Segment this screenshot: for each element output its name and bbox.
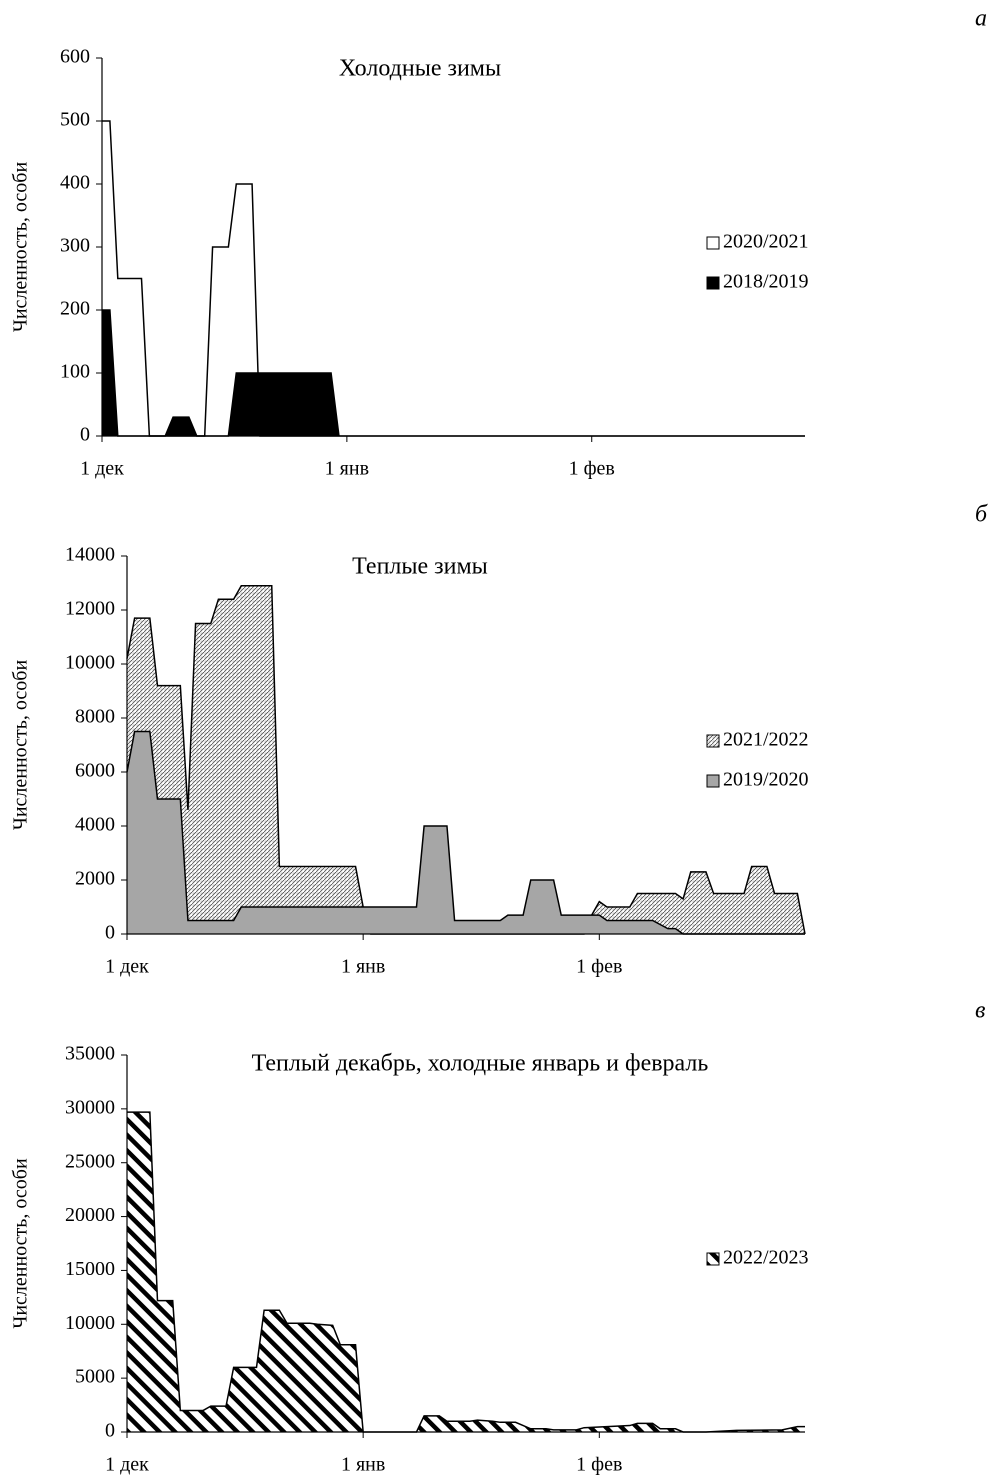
legend-swatch bbox=[706, 236, 720, 250]
area-fill bbox=[127, 585, 805, 934]
panel-label: а bbox=[975, 6, 987, 32]
y-tick-label: 25000 bbox=[65, 1150, 115, 1172]
y-tick-label: 2000 bbox=[75, 868, 115, 890]
area-outline bbox=[102, 120, 805, 437]
y-tick-label: 10000 bbox=[65, 652, 115, 674]
y-tick-label: 100 bbox=[60, 361, 90, 383]
y-tick-label: 6000 bbox=[75, 760, 115, 782]
legend-label: 2019/2020 bbox=[723, 769, 809, 791]
y-tick-label: 10000 bbox=[65, 1312, 115, 1334]
panel-label: б bbox=[975, 502, 988, 528]
x-tick-label: 1 дек bbox=[105, 1454, 149, 1476]
panel-label: в bbox=[975, 998, 985, 1024]
area-outline bbox=[126, 730, 805, 935]
y-axis-label: Численность, особи bbox=[10, 162, 32, 333]
area-outline bbox=[102, 309, 340, 437]
y-tick-label: 0 bbox=[105, 922, 115, 944]
y-tick-label: 0 bbox=[105, 1420, 115, 1442]
legend-label: 2022/2023 bbox=[723, 1247, 809, 1269]
x-tick-label: 1 дек bbox=[80, 458, 124, 480]
y-tick-label: 4000 bbox=[75, 814, 115, 836]
x-tick-label: 1 фев bbox=[576, 1454, 622, 1476]
x-tick-label: 1 янв bbox=[341, 956, 385, 978]
y-axis-label: Численность, особи bbox=[10, 1158, 32, 1329]
legend-label: 2018/2019 bbox=[723, 271, 809, 293]
x-tick-label: 1 дек bbox=[105, 956, 149, 978]
y-tick-label: 20000 bbox=[65, 1204, 115, 1226]
area-fill bbox=[127, 1112, 805, 1432]
y-tick-label: 0 bbox=[80, 424, 90, 446]
y-axis-label: Численность, особи bbox=[10, 660, 32, 831]
y-tick-label: 30000 bbox=[65, 1096, 115, 1118]
y-tick-label: 8000 bbox=[75, 706, 115, 728]
legend-swatch bbox=[706, 734, 720, 748]
legend-label: 2020/2021 bbox=[723, 231, 809, 253]
y-tick-label: 35000 bbox=[65, 1043, 115, 1065]
chart-title: Теплый декабрь, холодные январь и феврал… bbox=[252, 1051, 709, 1077]
legend-label: 2021/2022 bbox=[723, 729, 809, 751]
y-tick-label: 500 bbox=[60, 109, 90, 131]
y-tick-label: 200 bbox=[60, 298, 90, 320]
legend-swatch bbox=[706, 276, 720, 290]
area-fill bbox=[102, 121, 805, 436]
y-tick-label: 600 bbox=[60, 46, 90, 68]
x-tick-label: 1 фев bbox=[569, 458, 615, 480]
y-tick-label: 12000 bbox=[65, 598, 115, 620]
legend-swatch bbox=[706, 1252, 720, 1266]
x-tick-label: 1 янв bbox=[341, 1454, 385, 1476]
legend-swatch bbox=[706, 774, 720, 788]
y-tick-label: 5000 bbox=[75, 1366, 115, 1388]
x-tick-label: 1 янв bbox=[325, 458, 369, 480]
area-outline bbox=[127, 1111, 805, 1433]
x-tick-label: 1 фев bbox=[576, 956, 622, 978]
y-tick-label: 400 bbox=[60, 172, 90, 194]
chart-title: Теплые зимы bbox=[352, 554, 488, 580]
y-tick-label: 14000 bbox=[65, 544, 115, 566]
chart-title: Холодные зимы bbox=[339, 56, 501, 82]
y-tick-label: 300 bbox=[60, 235, 90, 257]
y-tick-label: 15000 bbox=[65, 1258, 115, 1280]
area-fill bbox=[102, 310, 339, 436]
